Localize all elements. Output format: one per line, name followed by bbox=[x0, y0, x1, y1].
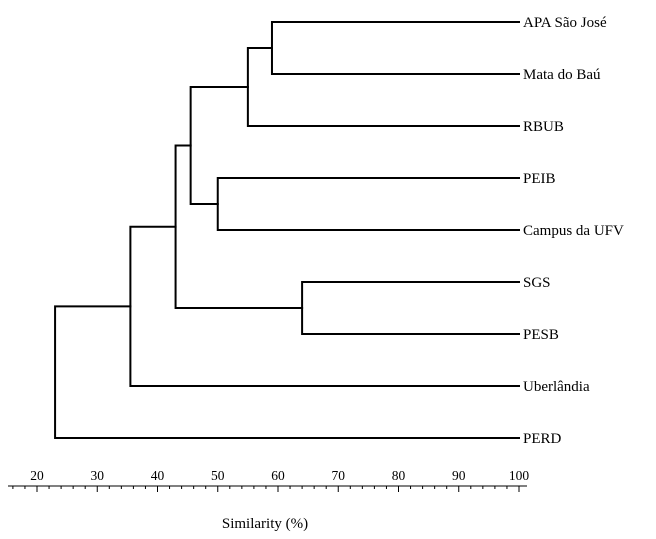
leaf-label-mata-do-bau: Mata do Baú bbox=[523, 67, 601, 83]
branch-merge-4 bbox=[189, 86, 249, 205]
leaf-labels: APA São José Mata do Baú RBUB PEIB Campu… bbox=[523, 15, 624, 447]
leaf-label-pesb: PESB bbox=[523, 327, 559, 343]
leaf-label-apa-sao-jose: APA São José bbox=[523, 15, 607, 31]
axis-ticks bbox=[12, 486, 520, 492]
tick-label-20: 20 bbox=[30, 468, 44, 483]
branch-merge-8 bbox=[54, 305, 520, 439]
branch-merge-2 bbox=[246, 47, 520, 127]
branch-merge-7 bbox=[129, 225, 520, 387]
branch-merge-1 bbox=[270, 21, 520, 75]
tick-label-70: 70 bbox=[332, 468, 346, 483]
leaf-label-campus-da-ufv: Campus da UFV bbox=[523, 223, 624, 239]
tick-label-60: 60 bbox=[271, 468, 285, 483]
similarity-axis: 20 30 40 50 60 70 80 90 100 Similarity (… bbox=[8, 468, 529, 532]
branch-merge-5 bbox=[301, 281, 520, 335]
branch-merge-6 bbox=[174, 144, 304, 309]
tick-label-30: 30 bbox=[91, 468, 105, 483]
branch-merge-3 bbox=[216, 177, 520, 231]
tick-label-40: 40 bbox=[151, 468, 165, 483]
leaf-label-perd: PERD bbox=[523, 431, 562, 447]
leaf-label-sgs: SGS bbox=[523, 275, 551, 291]
tick-label-50: 50 bbox=[211, 468, 225, 483]
leaf-label-peib: PEIB bbox=[523, 171, 556, 187]
tick-label-80: 80 bbox=[392, 468, 406, 483]
tick-label-90: 90 bbox=[452, 468, 466, 483]
leaf-label-rbub: RBUB bbox=[523, 119, 564, 135]
leaf-label-uberlandia: Uberlândia bbox=[523, 379, 590, 395]
dendrogram-branches bbox=[54, 21, 520, 439]
tick-label-100: 100 bbox=[509, 468, 530, 483]
axis-title: Similarity (%) bbox=[222, 516, 308, 532]
